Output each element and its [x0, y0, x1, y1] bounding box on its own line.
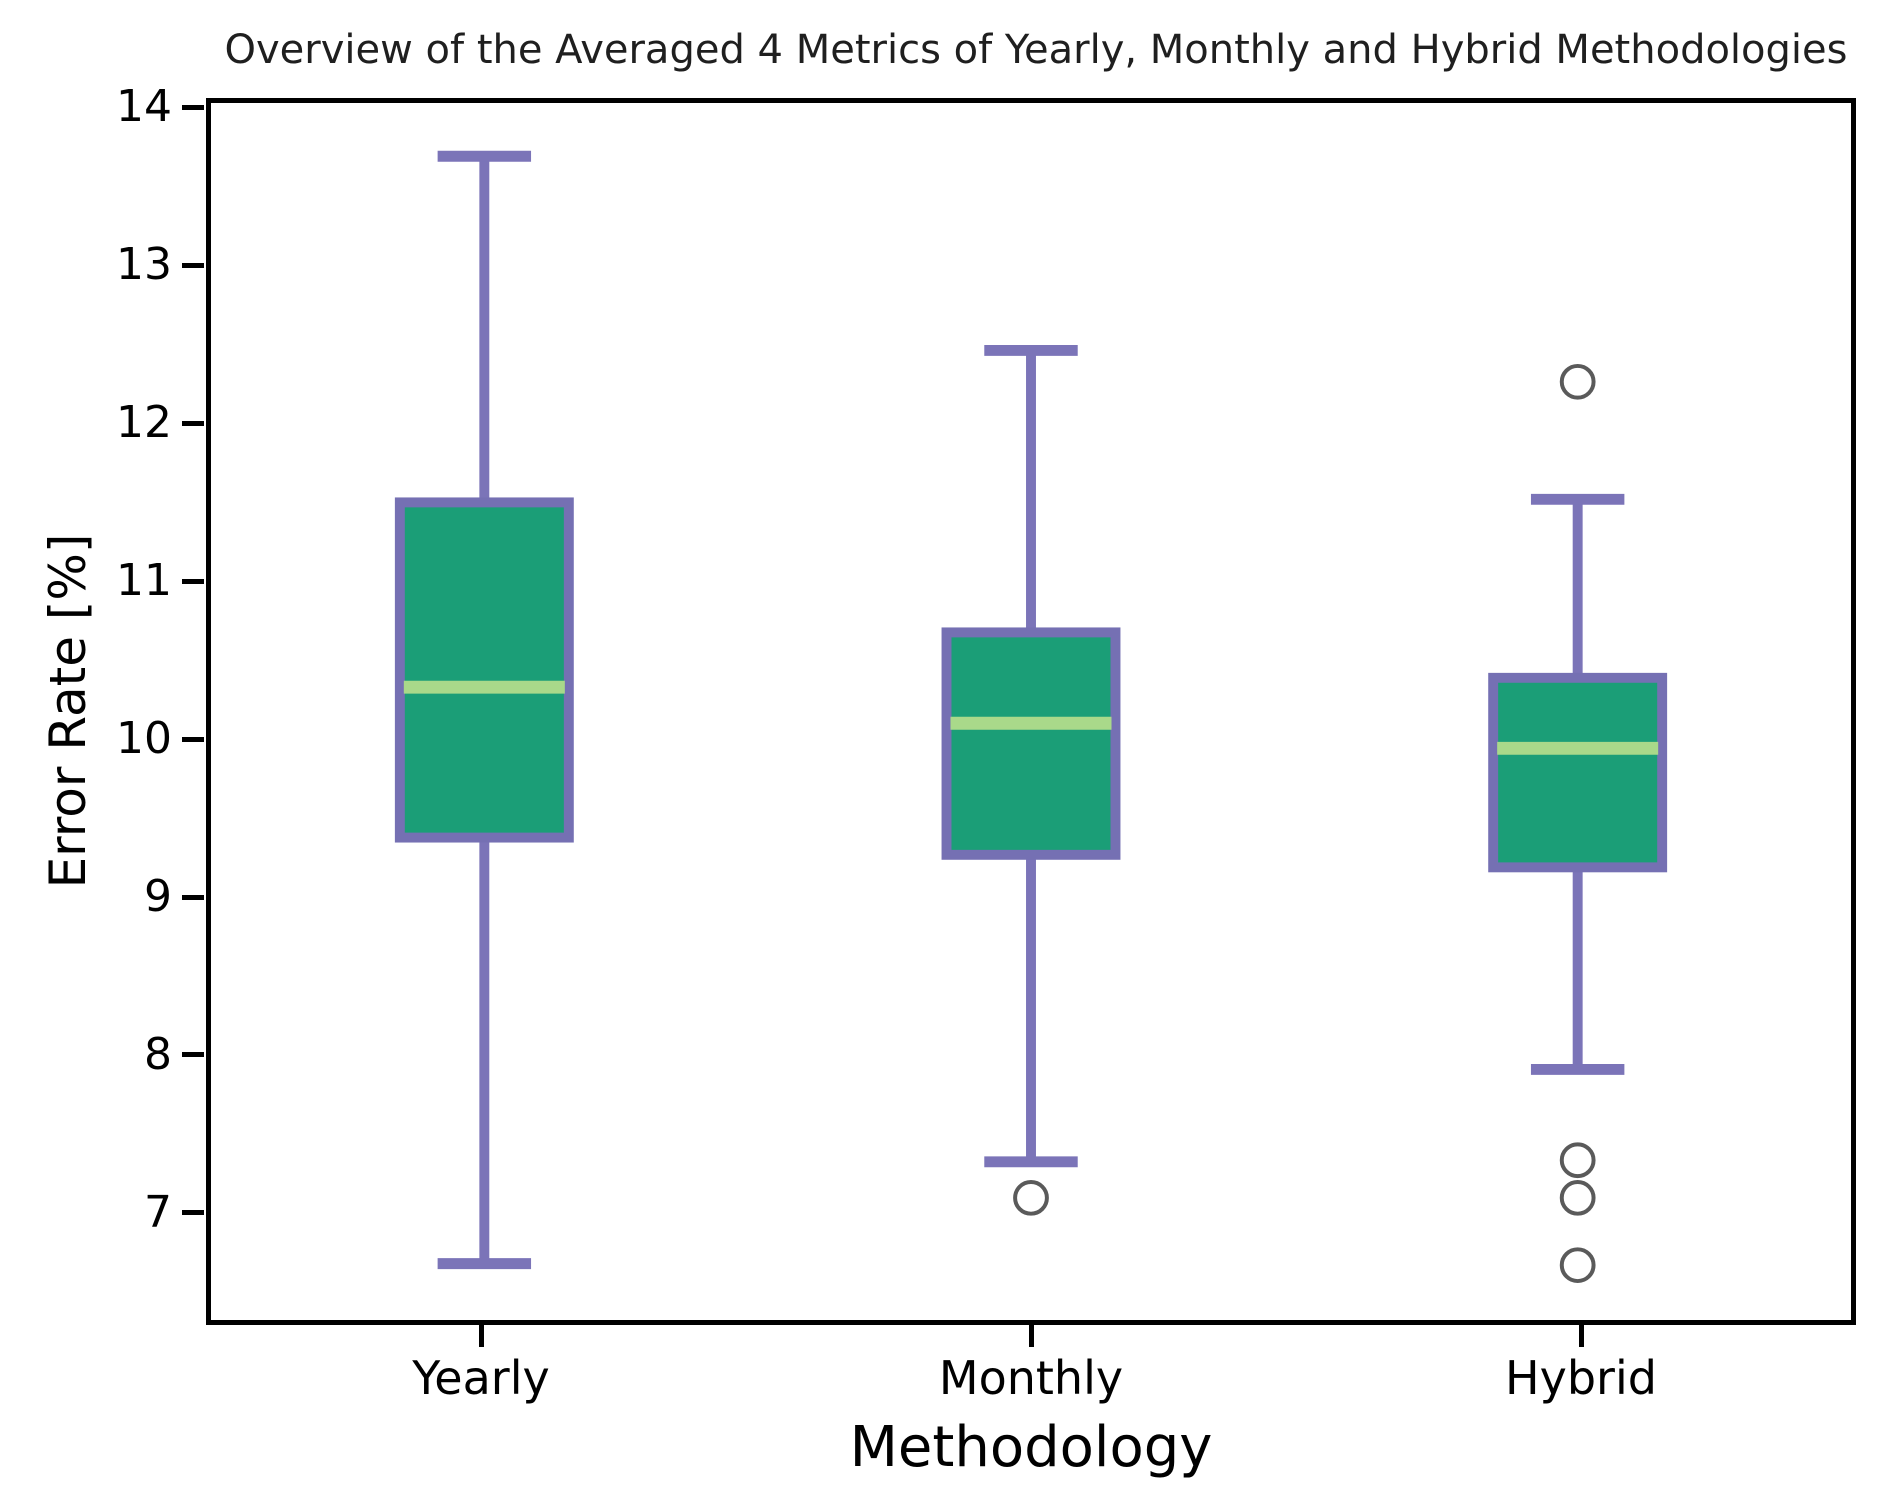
box-hybrid: [1488, 363, 1668, 1284]
y-tick-mark: [182, 104, 204, 110]
chart-title: Overview of the Averaged 4 Metrics of Ye…: [224, 27, 1848, 73]
y-tick-label: 11: [116, 555, 172, 607]
y-tick-label: 9: [144, 871, 172, 923]
iqr-box: [941, 627, 1121, 860]
y-tick-mark: [182, 262, 204, 268]
x-tick-label-yearly: Yearly: [412, 1351, 550, 1405]
y-tick-mark: [182, 736, 204, 742]
x-tick-label-hybrid: Hybrid: [1505, 1351, 1657, 1405]
x-tick-mark: [1028, 1325, 1034, 1347]
iqr-box: [394, 497, 574, 843]
x-tick-mark: [1578, 1325, 1584, 1347]
outlier-marker: [1013, 1179, 1049, 1216]
y-tick-label: 14: [116, 81, 172, 133]
x-axis-label: Methodology: [849, 1415, 1213, 1480]
plot-area: [206, 98, 1856, 1325]
y-axis-label: Error Rate [%]: [39, 533, 97, 889]
outlier-marker: [1559, 1179, 1596, 1216]
outlier-marker: [1559, 363, 1596, 400]
y-tick-mark: [182, 1210, 204, 1216]
y-tick-label: 8: [144, 1028, 172, 1080]
boxplot-svg: [394, 150, 1668, 1284]
box-yearly: [394, 150, 574, 1270]
y-tick-label: 13: [116, 239, 172, 291]
y-tick-mark: [182, 1052, 204, 1058]
x-tick-mark: [478, 1325, 484, 1347]
y-tick-label: 7: [144, 1186, 172, 1238]
outlier-marker: [1559, 1247, 1596, 1284]
outlier-marker: [1559, 1142, 1596, 1179]
y-tick-mark: [182, 420, 204, 426]
y-tick-mark: [182, 578, 204, 584]
iqr-box: [1488, 672, 1668, 873]
box-monthly: [941, 345, 1121, 1216]
x-tick-label-monthly: Monthly: [938, 1351, 1124, 1405]
y-tick-label: 10: [116, 713, 172, 765]
y-tick-label: 12: [116, 397, 172, 449]
y-tick-mark: [182, 894, 204, 900]
